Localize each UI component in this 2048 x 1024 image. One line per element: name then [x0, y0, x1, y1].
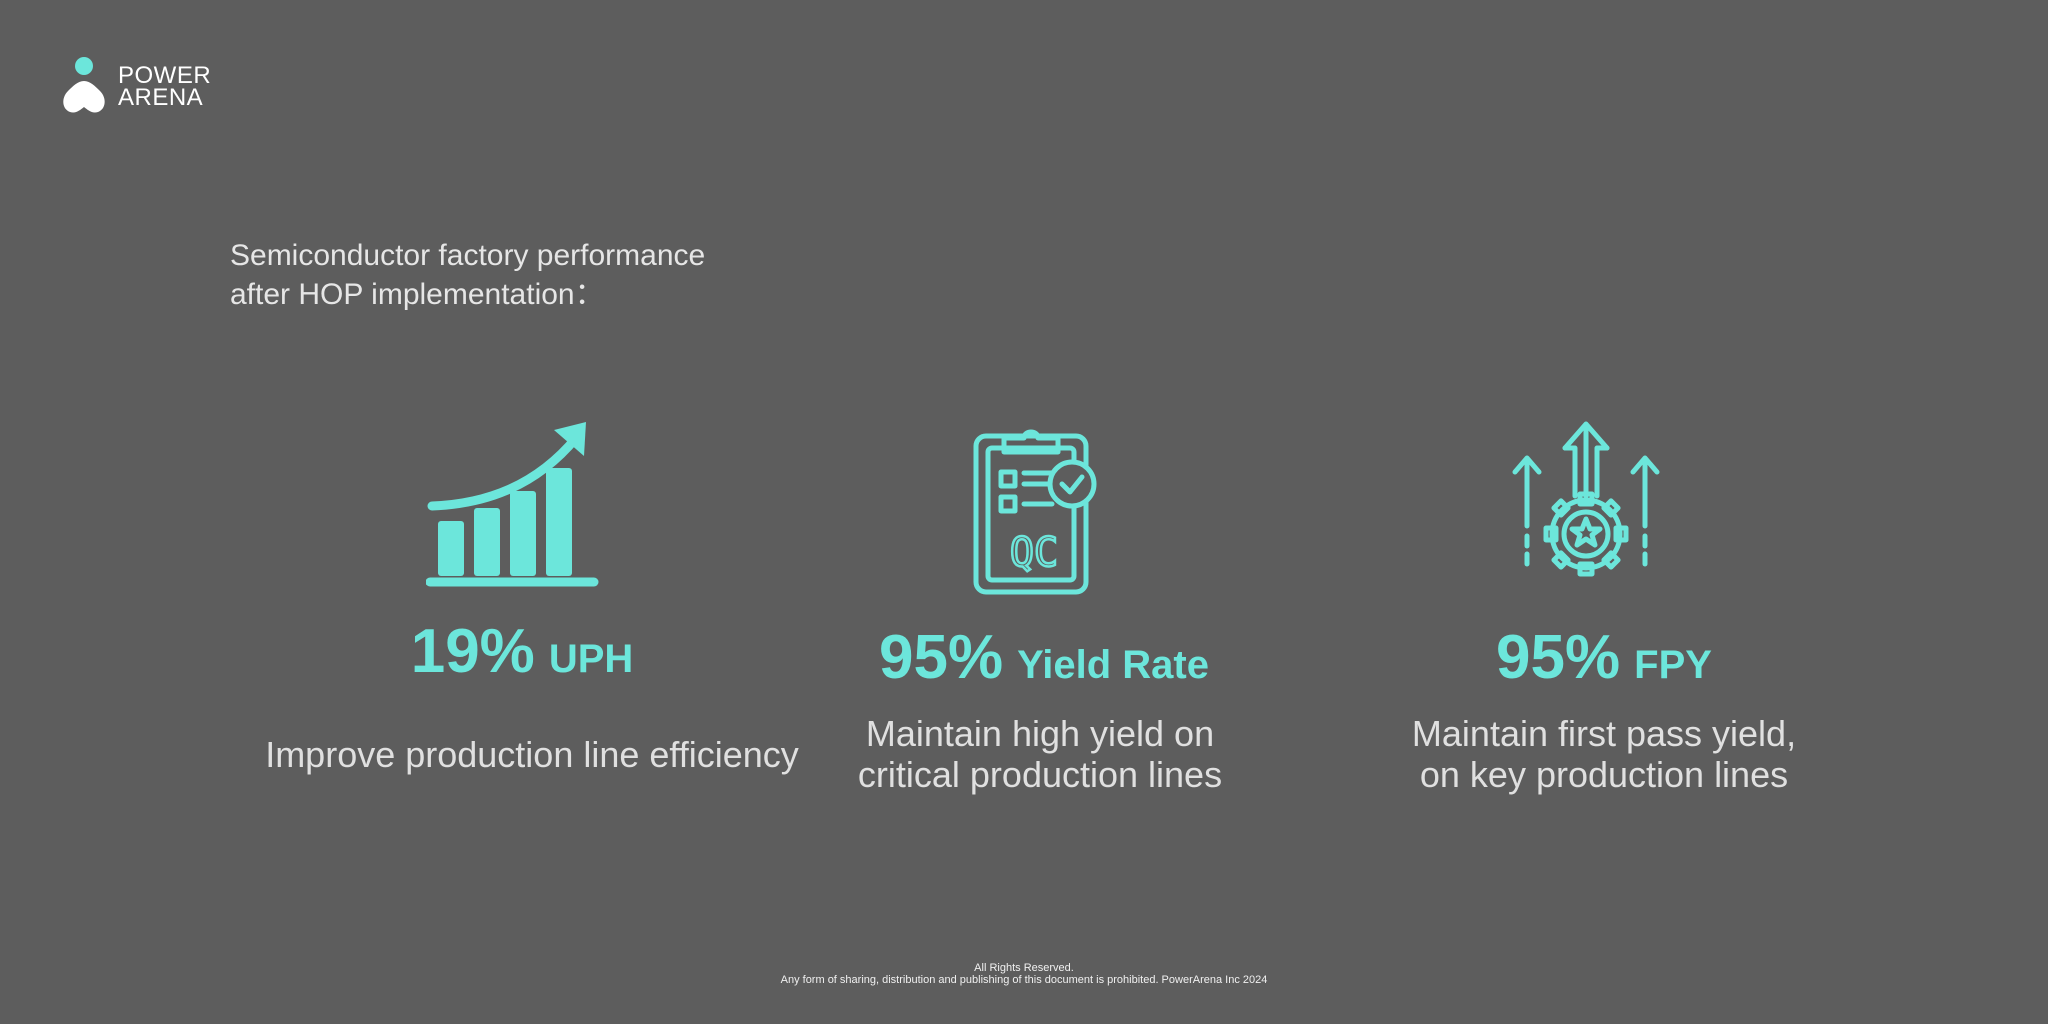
metric-description-line: Improve production line efficiency [265, 734, 799, 775]
metric-value-yield-rate: 95% Yield Rate [744, 622, 1344, 693]
metric-description: Maintain high yield on critical producti… [740, 713, 1340, 795]
metric-number: 95% [1496, 623, 1621, 692]
intro-heading: Semiconductor factory performance after … [230, 236, 705, 314]
metric-label: FPY [1634, 643, 1712, 687]
power-arena-logo-icon [63, 57, 105, 113]
metric-card-fpy: 95% FPY Maintain first pass yield, on key… [1304, 400, 1904, 820]
logo: POWER ARENA [60, 56, 230, 120]
metric-description: Maintain first pass yield, on key produc… [1304, 713, 1904, 795]
qc-label: QC [1010, 530, 1058, 576]
metric-card-uph: 19% UPH Improve production line efficienc… [232, 400, 832, 820]
intro-line-1: Semiconductor factory performance [230, 239, 706, 272]
metric-description-line: Maintain high yield on [865, 713, 1215, 754]
metric-value-fpy: 95% FPY [1304, 622, 1904, 693]
metric-description-line: on key production lines [1419, 754, 1789, 795]
metric-description-line: Maintain first pass yield, [1411, 713, 1797, 754]
footer-disclaimer: All Rights Reserved. Any form of sharing… [0, 962, 2048, 986]
metric-number: 19% [410, 617, 535, 686]
footer-line-2: Any form of sharing, distribution and pu… [780, 974, 1268, 986]
metric-description-line: critical production lines [857, 754, 1223, 795]
metric-label: UPH [548, 637, 634, 681]
metric-number: 95% [878, 623, 1004, 692]
intro-line-2: after HOP implementation： [230, 278, 605, 311]
qc-clipboard-icon: QC [973, 429, 1097, 595]
metric-card-yield-rate: QC 95% Yield Rate Maintain high yield on … [756, 400, 1356, 820]
metric-value-uph: 19% UPH [222, 616, 822, 687]
logo-wordmark: POWER ARENA [118, 62, 212, 111]
growth-chart-icon [426, 422, 599, 587]
logo-line-2: ARENA [118, 84, 204, 111]
logo-line-1: POWER [118, 62, 212, 89]
gear-arrows-icon [1512, 421, 1660, 577]
metric-label: Yield Rate [1017, 643, 1209, 687]
metric-description: Improve production line efficiency [232, 734, 832, 775]
footer-line-1: All Rights Reserved. [974, 962, 1074, 974]
